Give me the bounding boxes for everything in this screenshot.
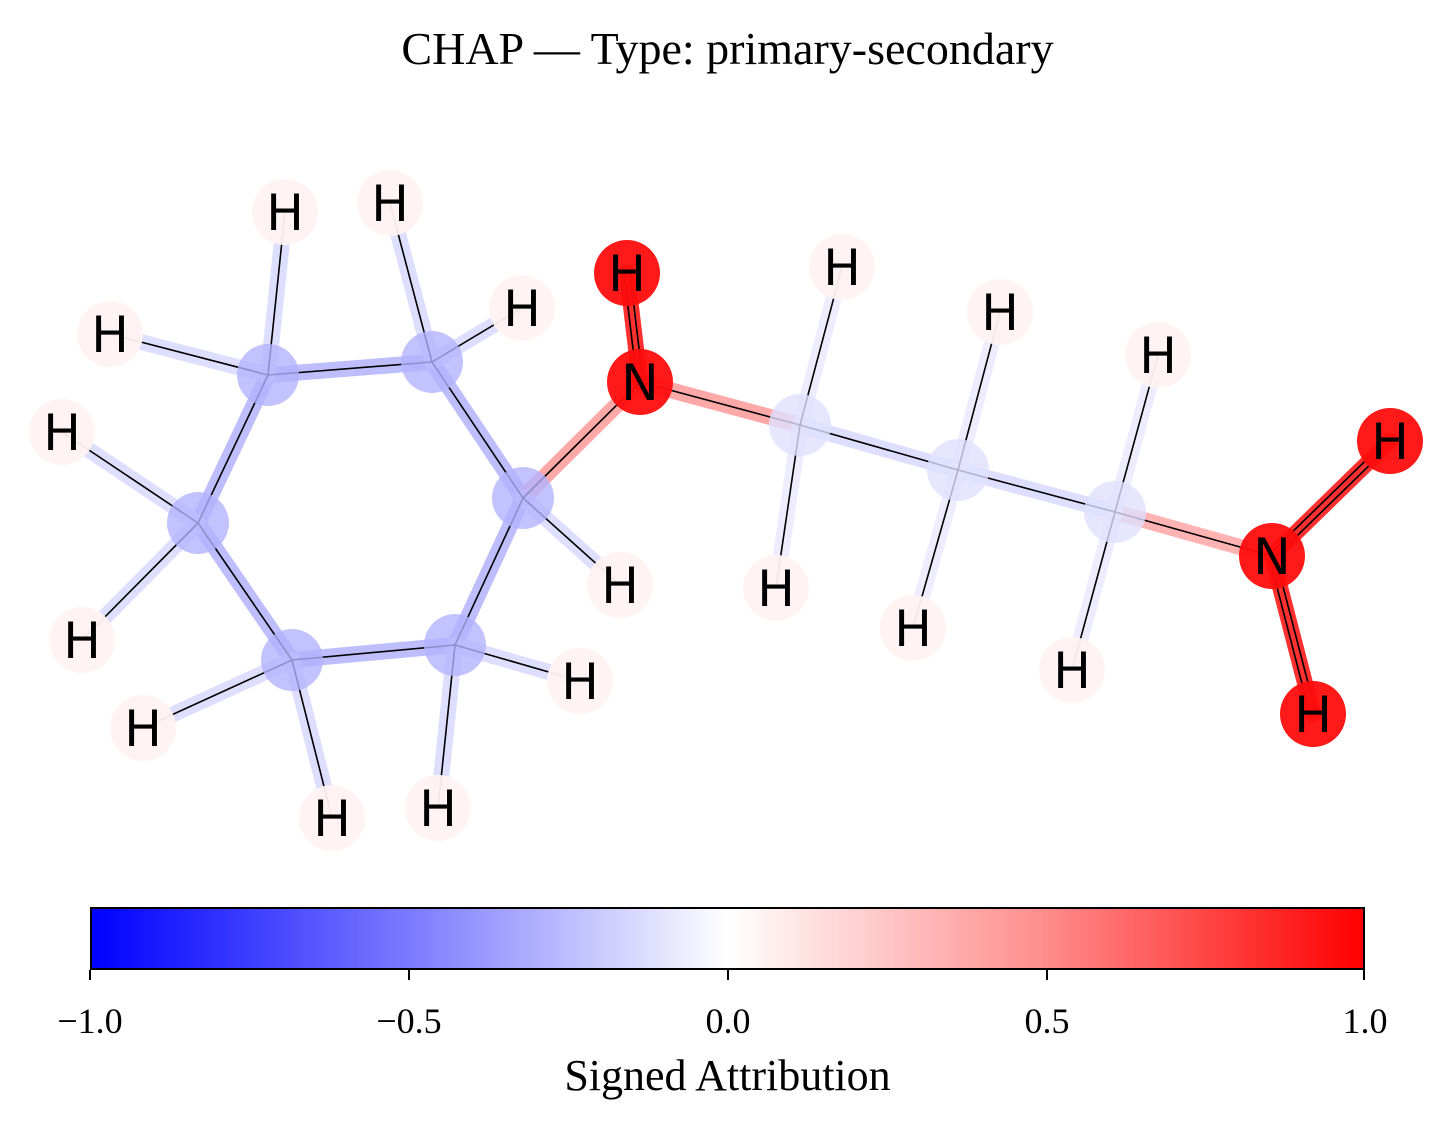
atom-highlight: [167, 492, 229, 554]
atom-label: H: [371, 175, 409, 233]
atom-label: N: [1253, 528, 1290, 586]
colorbar-tick-label: −0.5: [376, 1001, 442, 1041]
atom-label: H: [608, 245, 646, 303]
atom-h18: H: [1039, 637, 1105, 703]
atom-h5: H: [587, 552, 653, 618]
atom-c4: [424, 614, 486, 676]
atom-label: H: [43, 404, 81, 462]
colorbar-tick: [408, 970, 410, 980]
atom-label: H: [1053, 642, 1091, 700]
atom-highlight: [357, 170, 423, 236]
atom-label: H: [823, 239, 861, 297]
atom-h6: H: [405, 775, 471, 841]
atom-h15: H: [967, 279, 1033, 345]
atom-h10: H: [29, 399, 95, 465]
colorbar-tick: [1046, 970, 1048, 980]
atom-highlight: [299, 785, 365, 851]
colorbar-tick-label: −1.0: [57, 1001, 123, 1041]
atom-c8: [927, 439, 989, 501]
atom-highlight: [489, 275, 555, 341]
atom-h11: H: [49, 607, 115, 673]
atom-c6: [167, 492, 229, 554]
colorbar-gradient: [90, 907, 1365, 970]
atom-n2: N: [1239, 523, 1305, 589]
figure-title: CHAP — Type: primary-secondary: [401, 23, 1054, 74]
atom-label: H: [1139, 327, 1177, 385]
atom-highlight: [405, 775, 471, 841]
atom-highlight: [769, 394, 831, 456]
atom-h2: H: [77, 301, 143, 367]
atom-h16: H: [880, 595, 946, 661]
atom-highlight: [1039, 637, 1105, 703]
colorbar-tick-label: 0.0: [705, 1001, 751, 1041]
atom-label: H: [1294, 686, 1332, 744]
atom-highlight: [252, 179, 318, 245]
atom-highlight: [29, 399, 95, 465]
atom-label: H: [1371, 413, 1409, 471]
atom-highlight: [401, 331, 463, 393]
atom-h1: H: [252, 179, 318, 245]
atom-label: H: [894, 600, 932, 658]
colorbar: [89, 907, 1365, 980]
atom-c9: [1084, 481, 1146, 543]
atom-highlight: [1125, 322, 1191, 388]
atom-h14: H: [743, 555, 809, 621]
colorbar-tick-label: 1.0: [1342, 1001, 1388, 1041]
atom-label: H: [313, 790, 351, 848]
atom-highlight: [594, 240, 660, 306]
atom-highlight: [547, 648, 613, 714]
atom-h3: H: [357, 170, 423, 236]
atom-h17: H: [1125, 322, 1191, 388]
atom-h13: H: [809, 234, 875, 300]
atom-highlight: [49, 607, 115, 673]
atom-h7: H: [547, 648, 613, 714]
atom-label: H: [503, 280, 541, 338]
atom-label: H: [419, 780, 457, 838]
atom-c3: [492, 467, 554, 529]
colorbar-tick-label: 0.5: [1024, 1001, 1070, 1041]
colorbar-tick: [727, 970, 729, 980]
atom-highlight: [587, 552, 653, 618]
atom-highlight: [743, 555, 809, 621]
atom-label: H: [561, 653, 599, 711]
atom-highlight: [1280, 681, 1346, 747]
atom-highlight: [110, 695, 176, 761]
atom-highlight: [1084, 481, 1146, 543]
atom-highlight: [77, 301, 143, 367]
atom-c2: [401, 331, 463, 393]
atom-highlight: [492, 467, 554, 529]
atom-h19: H: [1280, 681, 1346, 747]
atom-highlight: [261, 629, 323, 691]
atom-h8: H: [299, 785, 365, 851]
atom-highlight: [967, 279, 1033, 345]
atom-highlight: [809, 234, 875, 300]
atom-h4: H: [489, 275, 555, 341]
colorbar-tick: [1363, 970, 1365, 980]
atom-n1: N: [607, 349, 673, 415]
atom-label: H: [124, 700, 162, 758]
atom-label: H: [601, 557, 639, 615]
colorbar-tick: [89, 970, 91, 980]
atom-label: H: [91, 306, 129, 364]
atom-c1: [237, 344, 299, 406]
atom-label: H: [266, 184, 304, 242]
atom-highlight: [880, 595, 946, 661]
atom-h20: H: [1357, 408, 1423, 474]
atom-highlight: [607, 349, 673, 415]
atom-highlight: [927, 439, 989, 501]
atom-highlight: [424, 614, 486, 676]
atom-c5: [261, 629, 323, 691]
atom-highlight: [237, 344, 299, 406]
atom-label: N: [621, 354, 658, 412]
atom-label: H: [757, 560, 795, 618]
colorbar-label: Signed Attribution: [564, 1051, 891, 1100]
atom-h12: H: [594, 240, 660, 306]
atom-label: H: [63, 612, 101, 670]
atom-highlight: [1357, 408, 1423, 474]
atom-highlight: [1239, 523, 1305, 589]
atom-c7: [769, 394, 831, 456]
atom-h9: H: [110, 695, 176, 761]
atom-label: H: [981, 284, 1019, 342]
